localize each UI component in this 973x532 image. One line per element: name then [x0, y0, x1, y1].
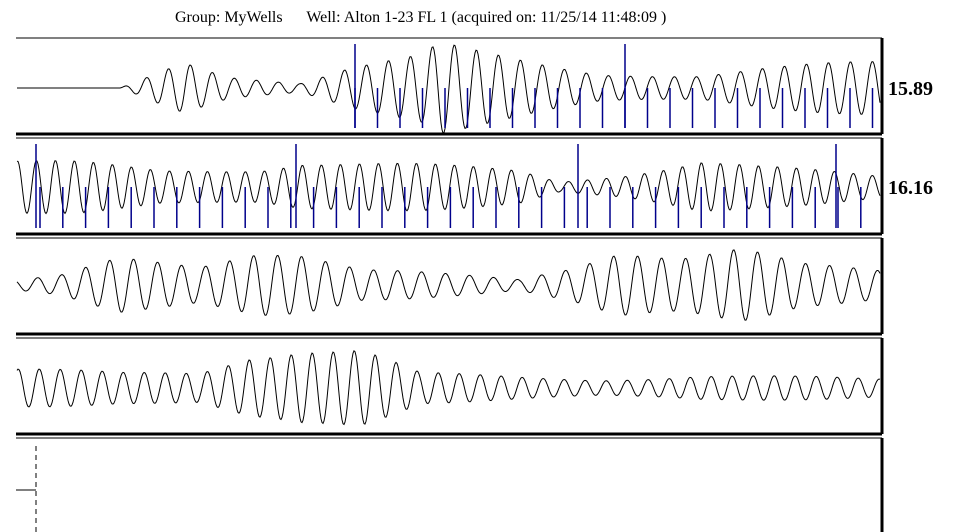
- joint-markers: [35, 144, 862, 228]
- header-bar: Group: MyWells Well: Alton 1-23 FL 1 (ac…: [0, 0, 973, 38]
- track-4: [16, 337, 884, 436]
- track-value-2: 16.16: [888, 177, 933, 199]
- well-label: Well: Alton 1-23 FL 1 (acquired on: 11/2…: [306, 9, 667, 26]
- waveform-trace: [16, 349, 881, 426]
- waveform-trace: [16, 249, 881, 321]
- waveform-trace: [17, 44, 881, 134]
- group-label: Group: MyWells: [175, 9, 283, 26]
- joint-markers: [354, 44, 874, 128]
- waveform-trace: [16, 160, 881, 215]
- track-1: [16, 37, 884, 136]
- track-5: [16, 437, 884, 532]
- track-3: [16, 237, 884, 336]
- track-value-1: 15.89: [888, 78, 933, 100]
- track-2: [16, 137, 884, 236]
- header-title: Group: MyWells Well: Alton 1-23 FL 1 (ac…: [175, 9, 666, 27]
